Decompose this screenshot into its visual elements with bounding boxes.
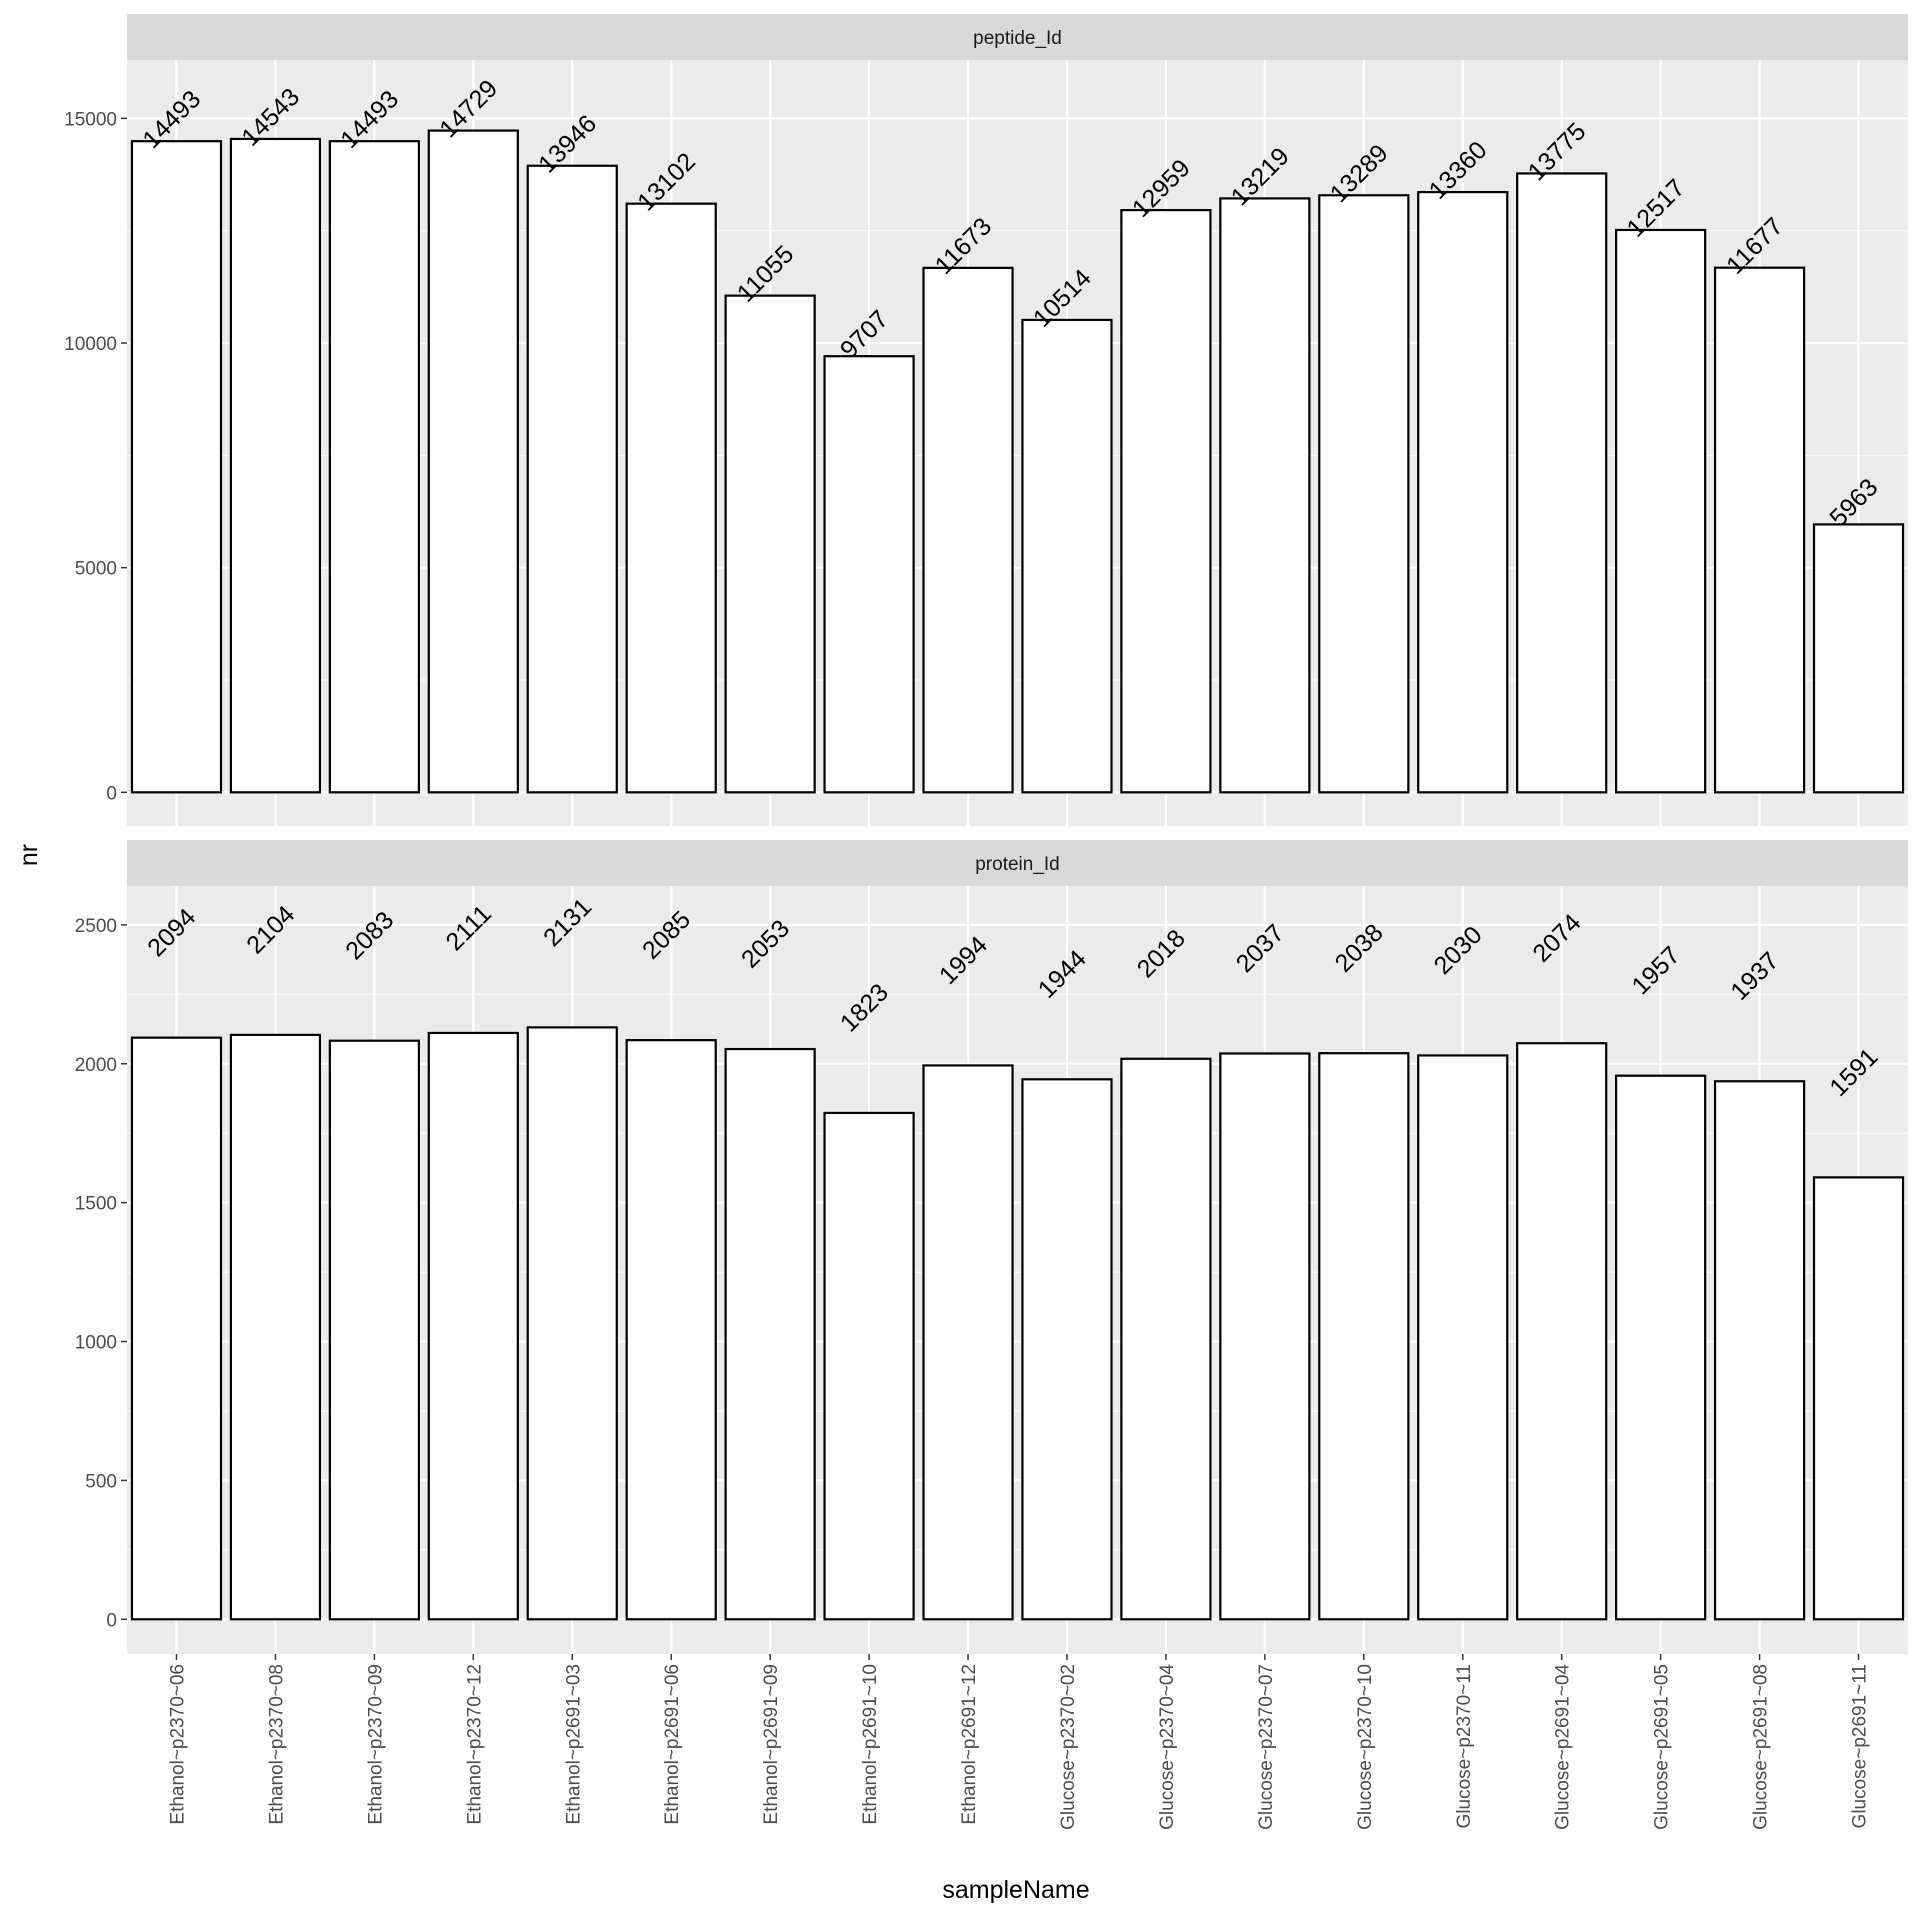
bar xyxy=(1120,1057,1212,1621)
y-tick-label: 500 xyxy=(85,1471,117,1492)
y-tick-label: 1500 xyxy=(75,1194,117,1215)
x-tick-label: Glucose~p2370~10 xyxy=(1355,1664,1376,1830)
bar xyxy=(229,137,322,794)
bar xyxy=(130,140,223,794)
bar xyxy=(526,164,618,794)
bar xyxy=(625,1039,717,1621)
x-tick-label: Glucose~p2691~11 xyxy=(1850,1664,1871,1828)
x-tick-label: Glucose~p2370~07 xyxy=(1256,1664,1277,1830)
bar xyxy=(1417,1054,1509,1621)
bar xyxy=(130,1036,223,1621)
x-tick-label: Glucose~p2691~04 xyxy=(1553,1664,1574,1830)
x-tick-label: Ethanol~p2691~06 xyxy=(662,1664,683,1825)
bar xyxy=(1812,1176,1905,1621)
bar xyxy=(1021,318,1113,794)
facet-strip xyxy=(127,840,1908,886)
y-tick-label: 2500 xyxy=(75,916,117,937)
bar xyxy=(1021,1078,1113,1621)
panel-background xyxy=(127,886,1908,1654)
bar xyxy=(328,1039,420,1621)
bar xyxy=(823,355,915,794)
bar xyxy=(1120,209,1212,794)
y-axis-title: nr xyxy=(15,844,43,866)
facet-strip xyxy=(127,14,1908,60)
bar xyxy=(427,129,519,794)
x-tick-label: Ethanol~p2691~12 xyxy=(959,1664,980,1825)
x-tick-label: Glucose~p2370~04 xyxy=(1157,1664,1178,1830)
facet-strip-label: peptide_Id xyxy=(973,28,1062,49)
y-tick-label: 0 xyxy=(106,1610,117,1631)
bar xyxy=(1417,190,1509,794)
y-tick-label: 1000 xyxy=(75,1333,117,1354)
x-tick-label: Glucose~p2370~02 xyxy=(1058,1664,1079,1830)
bar xyxy=(1318,194,1410,794)
x-tick-label: Ethanol~p2370~08 xyxy=(266,1664,287,1825)
x-axis: Ethanol~p2370~06 Ethanol~p2370~08 Ethanol~… xyxy=(167,1654,1871,1830)
bar xyxy=(1713,1080,1806,1621)
bar xyxy=(1219,1052,1311,1621)
x-tick-label: Ethanol~p2370~12 xyxy=(464,1664,485,1825)
x-tick-label: Ethanol~p2691~03 xyxy=(563,1664,584,1825)
y-tick-label: 10000 xyxy=(64,334,117,355)
bar xyxy=(526,1026,618,1621)
bar xyxy=(1516,1042,1608,1621)
bar xyxy=(328,140,420,794)
bar xyxy=(1318,1052,1410,1621)
panel-background xyxy=(127,60,1908,826)
x-tick-label: Glucose~p2370~11 xyxy=(1454,1664,1475,1828)
bar xyxy=(922,266,1014,794)
x-tick-label: Ethanol~p2691~10 xyxy=(860,1664,881,1825)
x-axis-title: sampleName xyxy=(942,1876,1089,1904)
bar xyxy=(1516,172,1608,794)
y-tick-label: 0 xyxy=(106,783,117,804)
bar xyxy=(724,1047,816,1621)
bar xyxy=(922,1064,1014,1621)
bar xyxy=(229,1033,322,1621)
x-tick-label: Ethanol~p2370~09 xyxy=(365,1664,386,1825)
bar xyxy=(625,202,717,794)
bar xyxy=(1615,1074,1707,1621)
x-tick-label: Glucose~p2691~05 xyxy=(1652,1664,1673,1830)
bar xyxy=(823,1111,915,1621)
x-tick-label: Ethanol~p2370~06 xyxy=(167,1664,188,1825)
x-tick-label: Ethanol~p2691~09 xyxy=(761,1664,782,1825)
x-tick-label: Glucose~p2691~08 xyxy=(1751,1664,1772,1830)
bar xyxy=(427,1031,519,1621)
facet-strip-label: protein_Id xyxy=(975,854,1060,875)
y-tick-label: 2000 xyxy=(75,1055,117,1076)
y-tick-label: 15000 xyxy=(64,109,117,130)
bar xyxy=(1219,197,1311,794)
bar xyxy=(1713,266,1806,794)
bar xyxy=(724,294,816,794)
bar xyxy=(1615,228,1707,794)
bar xyxy=(1812,523,1905,794)
y-tick-label: 5000 xyxy=(75,559,117,580)
